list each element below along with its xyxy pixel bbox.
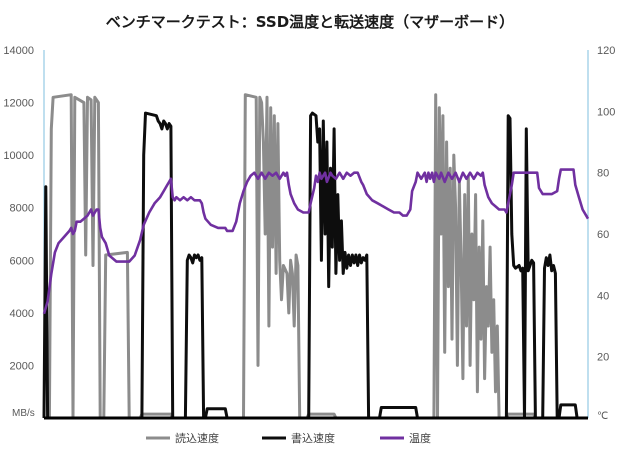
right-tick-label: 20 [597, 352, 609, 364]
left-tick-label: 6000 [10, 255, 34, 267]
left-axis-ticks: 2000 4000 6000 8000 10000 12000 14000 [3, 45, 34, 372]
chart-title: ベンチマークテスト：SSD温度と転送速度（マザーボード） [106, 13, 514, 31]
series-layer [42, 93, 590, 420]
right-axis-unit: ℃ [597, 411, 608, 422]
legend: 読込速度 書込速度 温度 [146, 431, 431, 445]
left-tick-label: 10000 [3, 150, 34, 162]
right-tick-label: 100 [597, 106, 615, 118]
left-tick-label: 8000 [10, 203, 34, 215]
right-tick-label: 80 [597, 168, 609, 180]
left-axis-unit: MB/s [12, 408, 35, 419]
series-line-2 [42, 111, 588, 420]
left-tick-label: 2000 [10, 360, 34, 372]
left-tick-label: 12000 [3, 98, 34, 110]
left-tick-label: 14000 [3, 45, 34, 57]
series-line-3 [42, 168, 590, 315]
right-tick-label: 40 [597, 290, 609, 302]
left-tick-label: 4000 [10, 308, 34, 320]
legend-label: 温度 [409, 431, 431, 445]
right-tick-label: 120 [597, 45, 615, 57]
series-line-1 [44, 93, 588, 420]
legend-label: 読込速度 [175, 431, 219, 445]
legend-label: 書込速度 [291, 431, 335, 445]
right-tick-label: 60 [597, 229, 609, 241]
right-axis-ticks: 20 40 60 80 100 120 [597, 45, 615, 364]
